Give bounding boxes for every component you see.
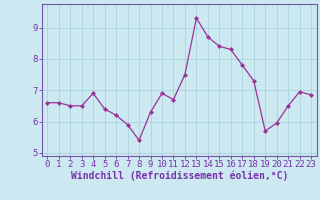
X-axis label: Windchill (Refroidissement éolien,°C): Windchill (Refroidissement éolien,°C) [70,171,288,181]
